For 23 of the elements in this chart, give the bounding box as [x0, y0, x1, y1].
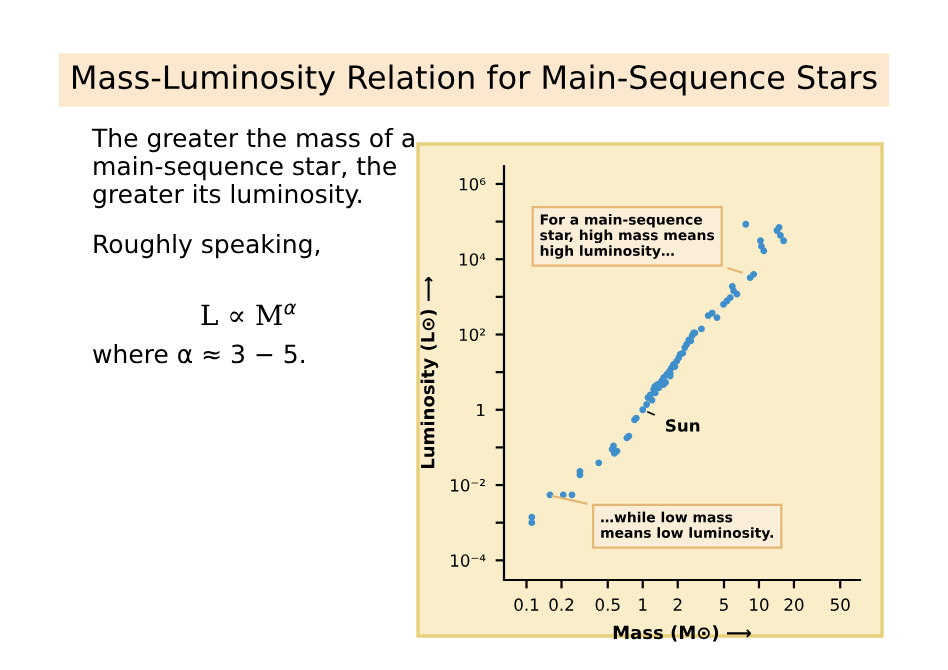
x-tick-label: 10	[750, 598, 769, 611]
x-tick-label: 1	[639, 598, 647, 611]
text: Roughly speaking,	[94, 234, 320, 259]
x-tick-label: 5	[719, 598, 728, 611]
x-tick-label: 2	[673, 598, 682, 611]
x-tick-label: 50	[830, 598, 850, 611]
y-tick-label: 10⁻²	[451, 479, 485, 492]
annotation: Sun	[666, 419, 700, 432]
y-tick-label: 10²	[459, 328, 485, 342]
y-tick-label: 10⁴	[459, 253, 486, 266]
x-tick-label: 0.5	[595, 598, 620, 611]
text: The greater the mass of a main-sequence star, the greater its luminosity.	[91, 128, 414, 209]
text: L ∝ M$^{α}$	[201, 303, 297, 325]
y-axis-title: Luminosity (L⊙) ⟶	[420, 277, 439, 469]
x-tick-label: 0.1	[514, 598, 539, 611]
text: where α ≈ 3 − 5.	[93, 344, 304, 364]
x-tick-label: 20	[784, 598, 804, 611]
x-axis-title: Mass (M⊙) ⟶	[613, 625, 751, 642]
y-tick-label: 10⁶	[459, 177, 486, 191]
x-tick-label: 0.2	[549, 598, 574, 611]
y-tick-label: 10⁻⁴	[451, 554, 486, 567]
y-tick-label: 1	[477, 403, 485, 417]
chart-title: Mass-Luminosity Relation for Main-Sequence Stars	[73, 64, 877, 96]
